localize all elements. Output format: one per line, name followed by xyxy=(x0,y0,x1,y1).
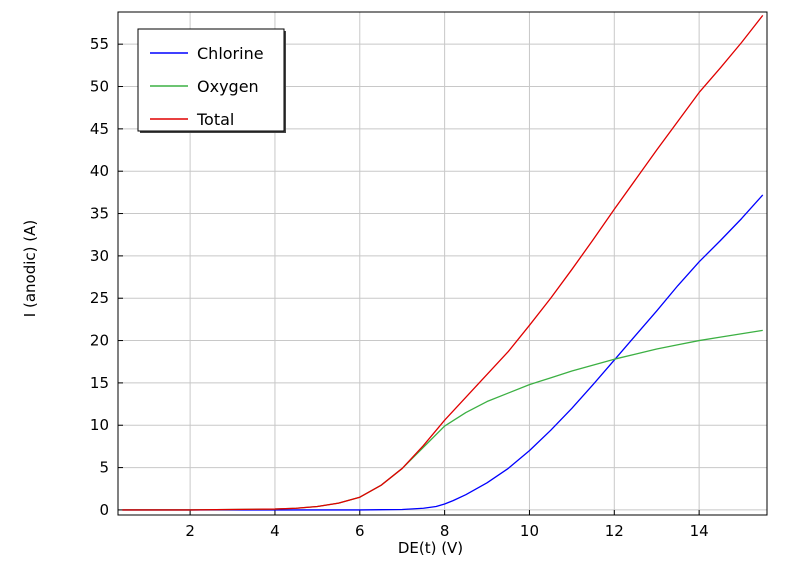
grid xyxy=(118,12,767,515)
x-tick-label: 4 xyxy=(270,522,280,540)
legend-box xyxy=(137,28,285,132)
x-tick-label: 10 xyxy=(520,522,539,540)
tick-labels: 2 4 6 8 10 12 14 0 5 10 15 20 25 30 35 40 45 50 55 xyxy=(90,35,709,540)
x-tick-label: 12 xyxy=(605,522,624,540)
y-tick-label: 15 xyxy=(90,374,109,392)
legend: Chlorine Oxygen Total xyxy=(137,28,286,133)
x-tick-label: 14 xyxy=(690,522,709,540)
y-tick-label: 45 xyxy=(90,120,109,138)
x-tick-label: 8 xyxy=(440,522,450,540)
y-axis-title: I (anodic) (A) xyxy=(21,220,39,317)
series-line-oxygen xyxy=(122,329,763,511)
y-tick-label: 40 xyxy=(90,162,109,180)
legend-items: Chlorine Oxygen Total xyxy=(150,44,264,129)
x-tick-label: 6 xyxy=(355,522,365,540)
plot-area-frame xyxy=(117,11,768,516)
y-tick-label: 5 xyxy=(99,459,109,477)
legend-label-total: Total xyxy=(196,110,234,129)
x-axis-title: DE(t) (V) xyxy=(398,539,463,557)
y-tick-label: 55 xyxy=(90,35,109,53)
series-line-chlorine xyxy=(122,194,764,511)
y-tick-label: 30 xyxy=(90,247,109,265)
series-line-total xyxy=(122,14,764,511)
y-tick-label: 20 xyxy=(90,332,109,350)
x-tick-label: 2 xyxy=(185,522,195,540)
series-lines xyxy=(122,14,764,511)
y-tick-label: 25 xyxy=(90,289,109,307)
y-tick-label: 35 xyxy=(90,205,109,223)
legend-label-oxygen: Oxygen xyxy=(197,77,259,96)
y-tick-label: 0 xyxy=(99,501,109,519)
legend-label-chlorine: Chlorine xyxy=(197,44,264,63)
y-tick-label: 50 xyxy=(90,78,109,96)
y-tick-label: 10 xyxy=(90,416,109,434)
